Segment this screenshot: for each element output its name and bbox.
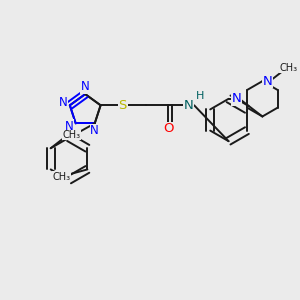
Text: CH₃: CH₃ [280,63,298,73]
Text: O: O [163,122,173,135]
Text: N: N [59,96,68,109]
Text: CH₃: CH₃ [62,130,80,140]
Text: S: S [118,99,127,112]
Text: N: N [263,75,273,88]
Text: N: N [184,99,194,112]
Text: H: H [196,91,204,101]
Text: N: N [90,124,99,137]
Text: N: N [65,120,74,133]
Text: N: N [232,92,242,105]
Text: CH₃: CH₃ [53,172,71,182]
Text: N: N [81,80,90,93]
